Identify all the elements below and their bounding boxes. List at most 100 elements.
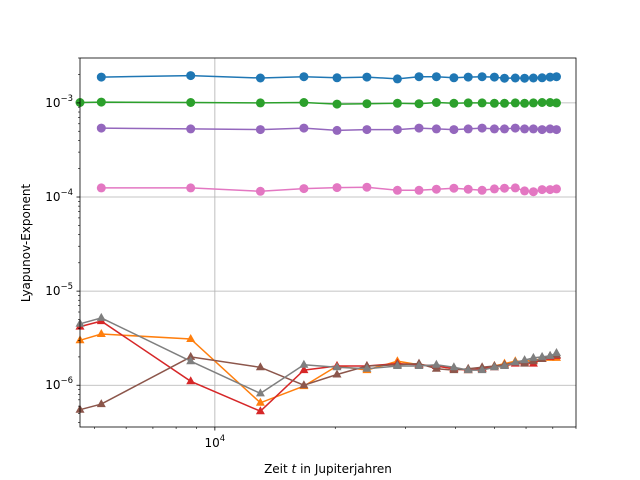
series-7-point-15	[510, 357, 520, 366]
series-7-point-4	[299, 359, 309, 368]
series-3-point-3	[255, 406, 265, 415]
series-2-point-7	[392, 98, 402, 108]
series-2-point-12	[477, 98, 487, 108]
series-4-point-5	[362, 125, 372, 135]
series-5-point-4	[299, 380, 309, 389]
series-0-point-12	[489, 72, 499, 82]
series-2-point-6	[362, 99, 372, 109]
series-6-point-15	[520, 186, 530, 196]
series-4-point-13	[500, 124, 509, 134]
series-4-point-16	[528, 124, 538, 134]
series-4-point-1	[186, 124, 196, 134]
series-2-point-19	[545, 98, 555, 107]
series-7-point-9	[431, 359, 441, 368]
series-2-point-16	[520, 98, 530, 108]
series-4-point-12	[489, 124, 499, 134]
series-0-point-1	[186, 71, 196, 81]
series-0-point-19	[552, 72, 561, 82]
series-0-point-15	[520, 73, 530, 83]
series-4-point-3	[299, 123, 309, 133]
series-4-point-6	[392, 125, 402, 135]
series-4-point-8	[431, 124, 441, 134]
series-2-point-8	[414, 99, 424, 109]
series-5-point-3	[255, 362, 265, 371]
series-0-point-7	[414, 72, 424, 82]
plot-frame	[79, 57, 577, 428]
series-6-point-5	[362, 182, 372, 192]
series-6-point-19	[552, 184, 561, 194]
series-6-point-14	[510, 183, 520, 193]
series-7-point-18	[537, 351, 547, 360]
series-4-point-0	[96, 123, 106, 133]
series-0-point-3	[299, 72, 309, 82]
x-tick-label-0: 104	[205, 434, 226, 450]
series-7-point-7	[392, 361, 402, 369]
series-6-point-8	[431, 184, 441, 194]
series-6-point-1	[186, 183, 196, 193]
series-6-point-16	[528, 187, 538, 197]
series-2-point-10	[449, 98, 459, 108]
series-2-point-3	[255, 98, 265, 108]
series-2-point-20	[552, 98, 561, 108]
series-0-point-4	[332, 73, 342, 83]
series-1-point-3	[255, 397, 265, 406]
series-0-point-6	[392, 74, 402, 84]
y-tick-label-1: 10−5	[45, 282, 73, 298]
series-7	[75, 312, 561, 397]
series-0-point-17	[537, 73, 547, 83]
series-7-point-12	[477, 365, 487, 374]
y-axis-label: Lyapunov-Exponent	[19, 184, 33, 303]
series-6-point-0	[96, 183, 106, 193]
series-4-point-7	[414, 123, 424, 133]
series-0-point-13	[500, 73, 509, 83]
series-6-point-13	[500, 183, 509, 193]
y-tick-label-0: 10−6	[45, 376, 73, 392]
series-7-point-2	[186, 356, 196, 365]
plot-series	[75, 71, 561, 415]
series-5-point-1	[96, 399, 106, 408]
series-5-point-2	[186, 351, 196, 360]
series-4-point-9	[449, 125, 459, 135]
series-2	[75, 97, 561, 109]
series-2-point-9	[431, 98, 441, 107]
series-2-point-15	[510, 98, 520, 108]
series-2-point-17	[528, 98, 538, 108]
series-6-point-2	[255, 186, 265, 196]
series-4-point-11	[477, 123, 487, 133]
series-0-point-16	[528, 73, 538, 83]
series-3-point-2	[186, 376, 196, 385]
series-6-point-3	[299, 184, 309, 194]
series-2-point-5	[332, 99, 342, 109]
series-7-point-13	[489, 362, 499, 371]
series-2-point-2	[186, 98, 196, 107]
series-6-point-12	[489, 184, 499, 194]
series-3-point-4	[299, 365, 309, 374]
series-0-point-8	[431, 72, 441, 82]
x-axis-label: Zeit t in Jupiterjahren	[264, 462, 392, 476]
series-7-point-1	[96, 312, 106, 321]
series-1-point-2	[186, 334, 196, 342]
series-7-point-14	[500, 361, 509, 369]
series-6-point-10	[463, 184, 473, 194]
series-0-point-10	[463, 72, 473, 82]
series-2-point-4	[299, 98, 309, 107]
series-4-point-14	[510, 123, 520, 133]
series-4-point-10	[463, 124, 473, 134]
series-0-point-9	[449, 73, 459, 83]
series-2-point-13	[489, 98, 499, 108]
series-2-point-1	[96, 97, 106, 107]
series-5-point-5	[332, 369, 342, 378]
y-tick-label-3: 10−3	[45, 94, 73, 110]
series-7-point-17	[528, 352, 538, 361]
series-7-point-11	[463, 365, 473, 374]
series-6-point-9	[449, 183, 459, 193]
series-7-point-19	[545, 350, 555, 359]
y-tick-label-2: 10−4	[45, 188, 73, 204]
series-0-point-18	[545, 72, 555, 82]
series-4-point-15	[520, 124, 530, 134]
series-1-point-1	[96, 329, 106, 337]
series-6-point-17	[537, 185, 547, 195]
series-6-point-6	[392, 185, 402, 195]
series-0-point-0	[96, 72, 106, 82]
